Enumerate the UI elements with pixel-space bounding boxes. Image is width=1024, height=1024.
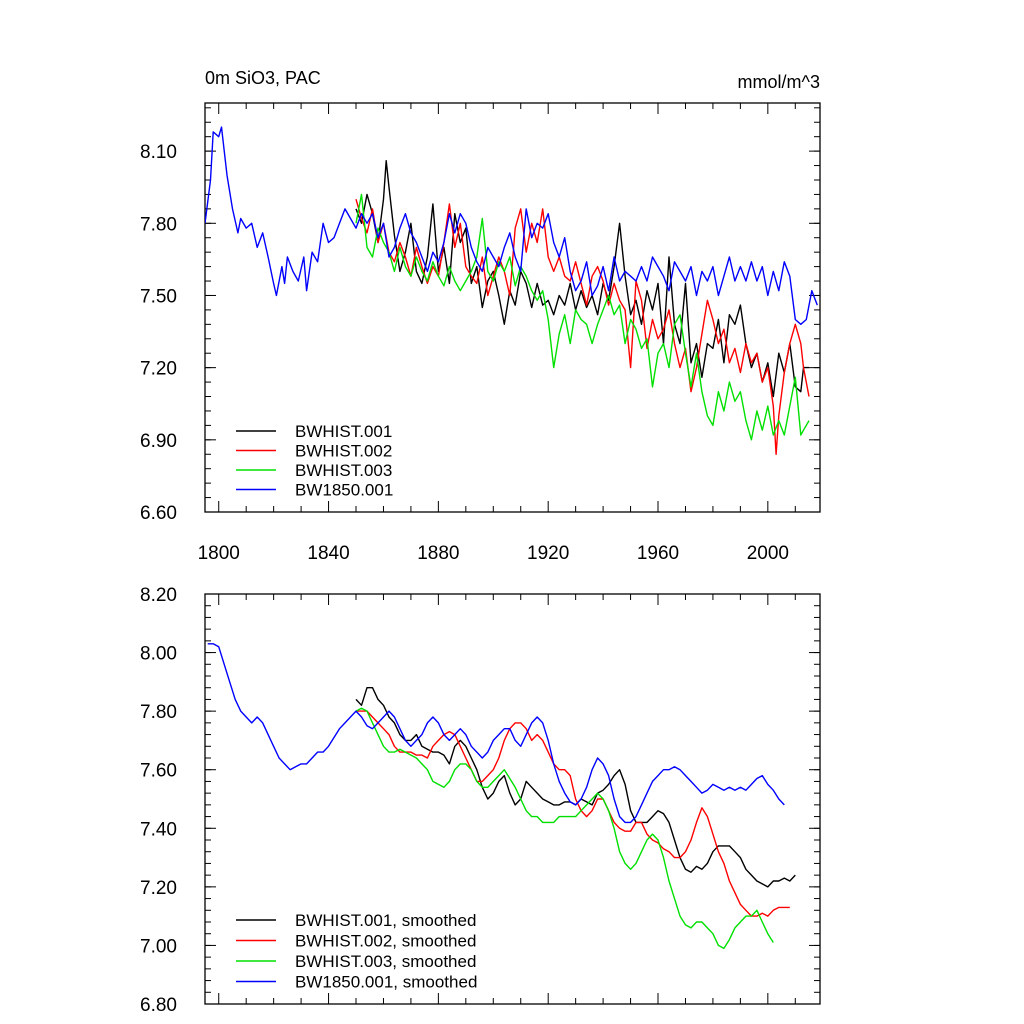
legend-entry-label: BW1850.001, smoothed: [295, 973, 477, 992]
y-tick-label: 8.10: [140, 142, 177, 163]
chart-title: 0m SiO3, PAC: [205, 68, 321, 88]
bottom-chart-panel: 6.80 7.00 7.20 7.40 7.60 7.80 8.00 8.20 BWHIST.0…: [140, 585, 821, 1016]
legend: BWHIST.001, smoothed BWHIST.002, smoothed…: [236, 911, 477, 992]
legend-entry-label: BWHIST.001, smoothed: [295, 911, 476, 930]
y-tick-label: 7.80: [140, 214, 177, 235]
legend-entry-label: BWHIST.003, smoothed: [295, 952, 476, 971]
y-tick-label: 7.80: [140, 702, 177, 723]
y-tick-label: 7.00: [140, 936, 177, 957]
y-tick-label: 7.20: [140, 878, 177, 899]
y-tick-label: 7.50: [140, 286, 177, 307]
x-tick-label: 2000: [747, 543, 789, 564]
y-tick-label: 7.20: [140, 359, 177, 380]
legend-entry-label: BWHIST.003: [295, 461, 392, 480]
legend-entry-label: BWHIST.002, smoothed: [295, 932, 476, 951]
x-tick-label: 1840: [307, 543, 349, 564]
x-tick-label: 1800: [198, 543, 240, 564]
legend-entry-label: BWHIST.001: [295, 422, 392, 441]
y-tick-label: 6.80: [140, 995, 177, 1016]
x-tick-label: 1880: [417, 543, 459, 564]
series-line-bw1850-001: [205, 126, 818, 325]
series-line-bwhist-001: [355, 160, 809, 398]
series-line-bwhist-002-smoothed: [356, 710, 790, 917]
series-line-bwhist-002: [355, 199, 810, 455]
y-tick-label: 8.20: [140, 585, 177, 606]
legend-entry-label: BWHIST.002: [295, 442, 392, 461]
y-tick-label: 8.00: [140, 644, 177, 665]
x-tick-label: 1960: [637, 543, 679, 564]
legend-entry-label: BW1850.001: [295, 481, 393, 500]
y-tick-label: 7.60: [140, 761, 177, 782]
series-line-bw1850-001-smoothed: [207, 643, 785, 824]
y-tick-label: 6.90: [140, 431, 177, 452]
top-chart-panel: 1800 1840 1880 1920 1960 2000 6.60 6.90 7.20 7.50…: [140, 68, 821, 564]
series-line-bwhist-003-smoothed: [355, 707, 774, 950]
plot-frame: [204, 593, 821, 1005]
plot-frame: [204, 102, 821, 513]
units-label: mmol/m^3: [738, 72, 820, 92]
series-line-bwhist-003: [355, 193, 810, 441]
y-tick-label: 7.40: [140, 819, 177, 840]
y-tick-label: 6.60: [140, 503, 177, 524]
x-tick-label: 1920: [527, 543, 569, 564]
